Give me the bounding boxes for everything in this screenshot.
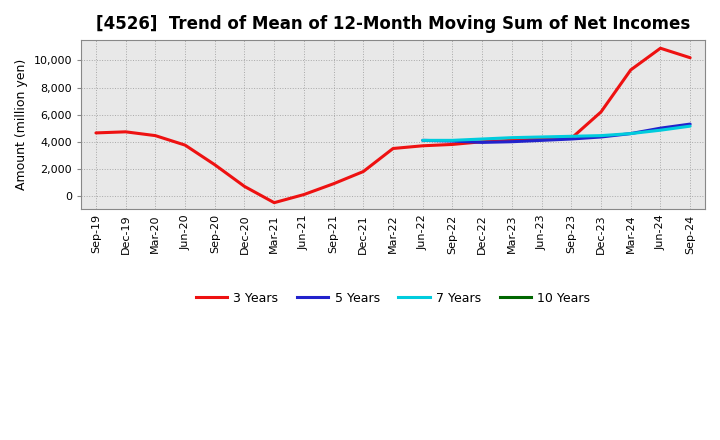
3 Years [567,136,575,141]
7 Years [567,134,575,139]
7 Years [626,131,635,136]
3 Years [389,146,397,151]
Legend: 3 Years, 5 Years, 7 Years, 10 Years: 3 Years, 5 Years, 7 Years, 10 Years [191,287,595,310]
5 Years [448,139,456,144]
3 Years [537,136,546,142]
7 Years [448,138,456,143]
3 Years [151,133,160,138]
3 Years [626,67,635,73]
3 Years [210,162,219,167]
7 Years [508,135,516,140]
5 Years [626,131,635,136]
3 Years [508,138,516,143]
3 Years [91,130,100,136]
5 Years [418,138,427,143]
3 Years [686,55,695,60]
7 Years [686,124,695,129]
Line: 3 Years: 3 Years [96,48,690,203]
7 Years [597,133,606,138]
5 Years [567,136,575,142]
3 Years [656,46,665,51]
3 Years [478,139,487,144]
Title: [4526]  Trend of Mean of 12-Month Moving Sum of Net Incomes: [4526] Trend of Mean of 12-Month Moving … [96,15,690,33]
5 Years [508,139,516,144]
3 Years [418,143,427,148]
3 Years [300,192,308,197]
Y-axis label: Amount (million yen): Amount (million yen) [15,59,28,191]
3 Years [240,184,249,189]
3 Years [270,200,279,205]
3 Years [597,109,606,114]
Line: 5 Years: 5 Years [423,124,690,143]
Line: 7 Years: 7 Years [423,126,690,140]
5 Years [686,121,695,127]
5 Years [656,125,665,131]
3 Years [181,143,189,148]
3 Years [329,181,338,187]
7 Years [478,136,487,142]
5 Years [478,140,487,145]
5 Years [537,138,546,143]
7 Years [418,138,427,143]
5 Years [597,134,606,139]
3 Years [122,129,130,135]
7 Years [537,134,546,139]
7 Years [656,128,665,133]
3 Years [359,169,368,174]
3 Years [448,142,456,147]
